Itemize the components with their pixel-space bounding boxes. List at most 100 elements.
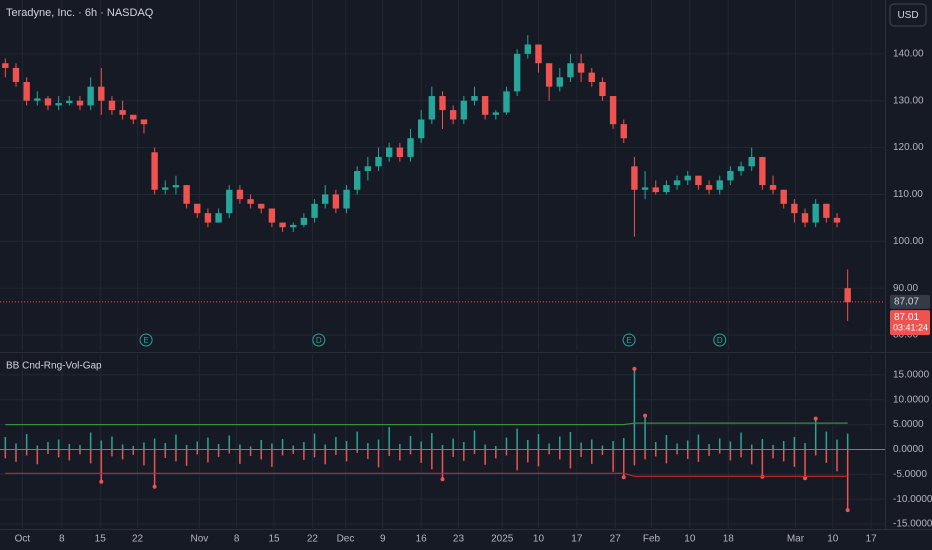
gap-down-bar — [367, 449, 369, 459]
candle-body — [204, 213, 212, 223]
gap-up-bar — [335, 437, 337, 450]
gap-up-bar — [121, 444, 124, 450]
candle-body — [322, 194, 329, 204]
gap-up-bar — [750, 444, 753, 450]
gap-down-bar — [548, 449, 550, 455]
candle-body — [620, 124, 627, 139]
gap-down-bar — [207, 449, 209, 463]
candle-body — [311, 203, 318, 218]
candle-body — [332, 194, 340, 209]
gap-up-bar — [559, 436, 561, 450]
gap-down-bar — [164, 449, 167, 458]
candle-body — [76, 100, 84, 106]
candle-body — [759, 156, 766, 186]
x-tick-label: 15 — [95, 534, 107, 545]
gap-up-bar — [4, 437, 7, 450]
candle-body — [631, 166, 638, 190]
gap-down-bar — [388, 449, 390, 456]
x-tick-label: 2025 — [491, 534, 514, 545]
candle-body — [215, 213, 222, 223]
gap-down-bar — [249, 449, 252, 456]
lower-band-line — [5, 472, 848, 477]
gap-down-bar — [4, 449, 7, 459]
gap-up-bar — [217, 443, 220, 450]
gap-down-bar — [335, 449, 337, 455]
gap-up-bar — [718, 438, 721, 450]
candle-body — [417, 119, 425, 139]
gap-down-bar — [473, 449, 476, 454]
reference-price-box — [890, 294, 930, 309]
gap-up-bar — [399, 443, 401, 450]
gap-down-bar — [740, 449, 742, 458]
gap-up-bar — [676, 443, 678, 450]
candle-body — [780, 189, 787, 204]
gap-up-bar — [793, 437, 796, 450]
gap-down-bar — [196, 449, 199, 455]
last-price-box — [890, 310, 930, 336]
candle-body — [727, 171, 734, 181]
gap-down-bar — [324, 449, 326, 465]
y-tick-label: 120.00 — [893, 142, 924, 153]
gap-up-bar — [271, 443, 273, 450]
gap-down-bar — [814, 449, 817, 456]
gap-up-bar — [132, 445, 135, 450]
x-tick-label: 15 — [268, 534, 280, 545]
gap-up-bar — [623, 438, 625, 450]
candle-body — [812, 203, 819, 223]
gap-down-bar — [633, 449, 636, 466]
gap-down-bar — [559, 449, 561, 460]
y-tick-label: 130.00 — [893, 95, 924, 106]
gap-up-bar — [377, 439, 380, 450]
x-tick-label: 10 — [684, 534, 696, 545]
candle-body — [524, 44, 531, 54]
gap-down-bar — [175, 449, 177, 462]
x-tick-label: 8 — [59, 534, 65, 545]
x-tick-label: 10 — [827, 534, 839, 545]
candle-body — [599, 81, 606, 97]
x-tick-label: Oct — [15, 534, 31, 545]
x-tick-label: Feb — [643, 534, 661, 545]
x-tick-label: 17 — [571, 534, 583, 545]
gap-up-bar — [345, 441, 348, 450]
candle-body — [705, 185, 713, 190]
candle-body — [343, 189, 350, 209]
x-tick-label: 22 — [132, 534, 144, 545]
gap-up-bar — [196, 441, 199, 450]
candle-body — [684, 175, 691, 181]
gap-down-bar — [516, 449, 518, 471]
gap-up-bar — [68, 443, 71, 450]
currency-label[interactable]: USD — [897, 10, 918, 21]
candle-body — [98, 86, 105, 101]
gap-down-bar — [409, 449, 412, 455]
candle-body — [396, 147, 404, 157]
gap-down-bar — [100, 449, 103, 482]
candle-body — [609, 96, 617, 125]
currency-button[interactable] — [889, 3, 927, 27]
x-tick-label: 17 — [866, 534, 878, 545]
gap-up-bar — [495, 445, 497, 450]
gap-up-bar — [484, 444, 486, 450]
candle-body — [268, 208, 276, 223]
candle-body — [695, 175, 702, 186]
candle-body — [471, 96, 478, 101]
x-tick-label: 10 — [533, 534, 545, 545]
gap-up-bar — [143, 442, 145, 450]
x-tick-label: 23 — [453, 534, 465, 545]
gap-up-bar — [15, 443, 17, 450]
gap-up-bar — [761, 439, 764, 450]
gap-down-bar — [260, 449, 262, 460]
candle-body — [55, 103, 62, 106]
candle-body — [375, 156, 382, 167]
gap-up-bar — [164, 442, 167, 450]
x-tick-label: 9 — [380, 534, 386, 545]
gap-up-bar — [665, 435, 668, 450]
gap-up-bar — [409, 436, 412, 450]
gap-up-bar — [729, 441, 732, 450]
gap-down-bar — [356, 449, 358, 453]
gap-down-bar — [47, 449, 49, 454]
candle-body — [172, 185, 180, 188]
candle-body — [844, 288, 851, 303]
event-label: D — [717, 336, 723, 345]
